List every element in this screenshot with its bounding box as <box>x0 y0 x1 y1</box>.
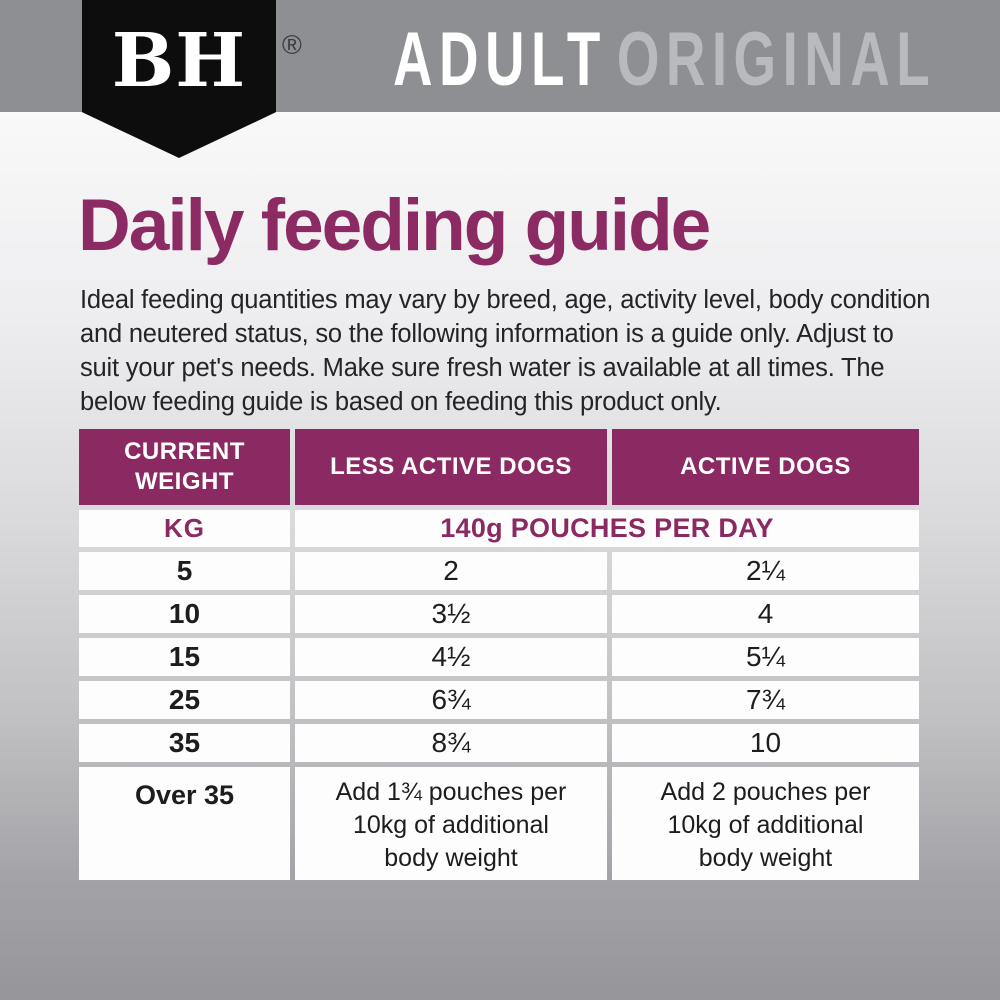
kg-label: KG <box>79 510 290 547</box>
column-header-less-active-dogs: LESS ACTIVE DOGS <box>295 429 607 505</box>
active-cell: 7¾ <box>612 681 919 719</box>
brand-logo-banner: BH <box>82 0 276 158</box>
column-header-active-dogs: ACTIVE DOGS <box>612 429 919 505</box>
product-name: ADULT ORIGINAL <box>393 16 936 103</box>
table-row: 15 4½ 5¼ <box>79 638 919 676</box>
feeding-guide-table: CURRENT WEIGHT LESS ACTIVE DOGS ACTIVE D… <box>74 424 924 885</box>
less-active-cell: 6¾ <box>295 681 607 719</box>
weight-cell: 35 <box>79 724 290 762</box>
page-title: Daily feeding guide <box>78 185 711 266</box>
active-cell: 10 <box>612 724 919 762</box>
unit-row: KG 140g POUCHES PER DAY <box>79 510 919 547</box>
feeding-guide-table-wrap: CURRENT WEIGHT LESS ACTIVE DOGS ACTIVE D… <box>79 429 919 880</box>
intro-paragraph: Ideal feeding quantities may vary by bre… <box>80 286 931 416</box>
less-active-cell: 4½ <box>295 638 607 676</box>
column-header-current-weight: CURRENT WEIGHT <box>79 429 290 505</box>
registered-trademark-icon: ® <box>282 30 302 60</box>
weight-cell: 25 <box>79 681 290 719</box>
weight-cell: Over 35 <box>79 767 290 880</box>
product-line-label: ADULT <box>393 17 607 102</box>
table-header-row: CURRENT WEIGHT LESS ACTIVE DOGS ACTIVE D… <box>79 429 919 505</box>
less-active-cell: 2 <box>295 552 607 590</box>
weight-cell: 10 <box>79 595 290 633</box>
less-active-note: Add 1¾ pouches per 10kg of additional bo… <box>295 767 607 880</box>
active-note: Add 2 pouches per 10kg of additional bod… <box>612 767 919 880</box>
table-row: 5 2 2¼ <box>79 552 919 590</box>
product-variant-label: ORIGINAL <box>616 17 937 102</box>
less-active-cell: 3½ <box>295 595 607 633</box>
pouches-per-day-label: 140g POUCHES PER DAY <box>295 510 919 547</box>
less-active-cell: 8¾ <box>295 724 607 762</box>
weight-cell: 15 <box>79 638 290 676</box>
table-row: 10 3½ 4 <box>79 595 919 633</box>
active-cell: 4 <box>612 595 919 633</box>
brand-logo: BH <box>111 18 247 104</box>
table-row: 35 8¾ 10 <box>79 724 919 762</box>
active-cell: 5¼ <box>612 638 919 676</box>
table-row: 25 6¾ 7¾ <box>79 681 919 719</box>
over-35-row: Over 35 Add 1¾ pouches per 10kg of addit… <box>79 767 919 880</box>
active-cell: 2¼ <box>612 552 919 590</box>
weight-cell: 5 <box>79 552 290 590</box>
